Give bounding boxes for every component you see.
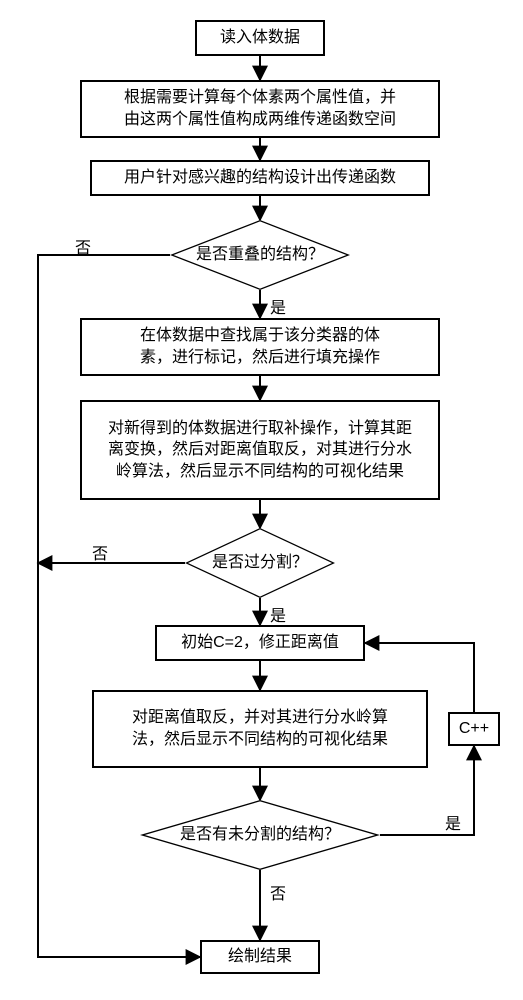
- node-n4: 在体数据中查找属于该分类器的体素，进行标记，然后进行填充操作: [80, 318, 440, 376]
- node-n9: 绘制结果: [200, 940, 320, 974]
- edge-label-l_d3_yes: 是: [445, 810, 461, 834]
- node-d3: 是否有未分割的结构？: [140, 800, 380, 870]
- node-label-n5: 对新得到的体数据进行取补操作，计算其距离变换，然后对距离值取反，对其进行分水岭算…: [104, 418, 416, 483]
- diamond-shape-d3: [140, 800, 380, 870]
- node-label-n8: C++: [455, 718, 493, 740]
- node-label-n2: 根据需要计算每个体素两个属性值，并由这两个属性值构成两维传递函数空间: [120, 87, 400, 130]
- node-n6: 初始C=2，修正距离值: [155, 625, 365, 661]
- edge-label-l_d1_yes: 是: [270, 294, 286, 318]
- edge-label-l_d2_no: 否: [92, 540, 108, 564]
- node-label-n7: 对距离值取反，并对其进行分水岭算法，然后显示不同结构的可视化结果: [128, 707, 392, 750]
- node-n7: 对距离值取反，并对其进行分水岭算法，然后显示不同结构的可视化结果: [92, 690, 428, 768]
- node-d1: 是否重叠的结构？: [170, 220, 350, 290]
- flowchart-canvas: 读入体数据根据需要计算每个体素两个属性值，并由这两个属性值构成两维传递函数空间用…: [0, 0, 523, 1000]
- node-n2: 根据需要计算每个体素两个属性值，并由这两个属性值构成两维传递函数空间: [80, 80, 440, 138]
- edge-label-l_d1_no: 否: [75, 234, 91, 258]
- node-label-n9: 绘制结果: [224, 946, 296, 968]
- node-n3: 用户针对感兴趣的结构设计出传递函数: [90, 160, 430, 196]
- node-d2: 是否过分割？: [185, 528, 335, 598]
- node-label-n4: 在体数据中查找属于该分类器的体素，进行标记，然后进行填充操作: [136, 325, 384, 368]
- node-n1: 读入体数据: [195, 20, 325, 56]
- diamond-shape-d1: [170, 220, 350, 290]
- node-n5: 对新得到的体数据进行取补操作，计算其距离变换，然后对距离值取反，对其进行分水岭算…: [80, 400, 440, 500]
- edge-label-l_d3_no: 否: [270, 880, 286, 904]
- node-label-n6: 初始C=2，修正距离值: [177, 632, 343, 654]
- node-label-n1: 读入体数据: [216, 27, 304, 49]
- edge-label-l_d2_yes: 是: [270, 602, 286, 626]
- diamond-shape-d2: [185, 528, 335, 598]
- node-n8: C++: [448, 712, 500, 746]
- node-label-n3: 用户针对感兴趣的结构设计出传递函数: [120, 167, 400, 189]
